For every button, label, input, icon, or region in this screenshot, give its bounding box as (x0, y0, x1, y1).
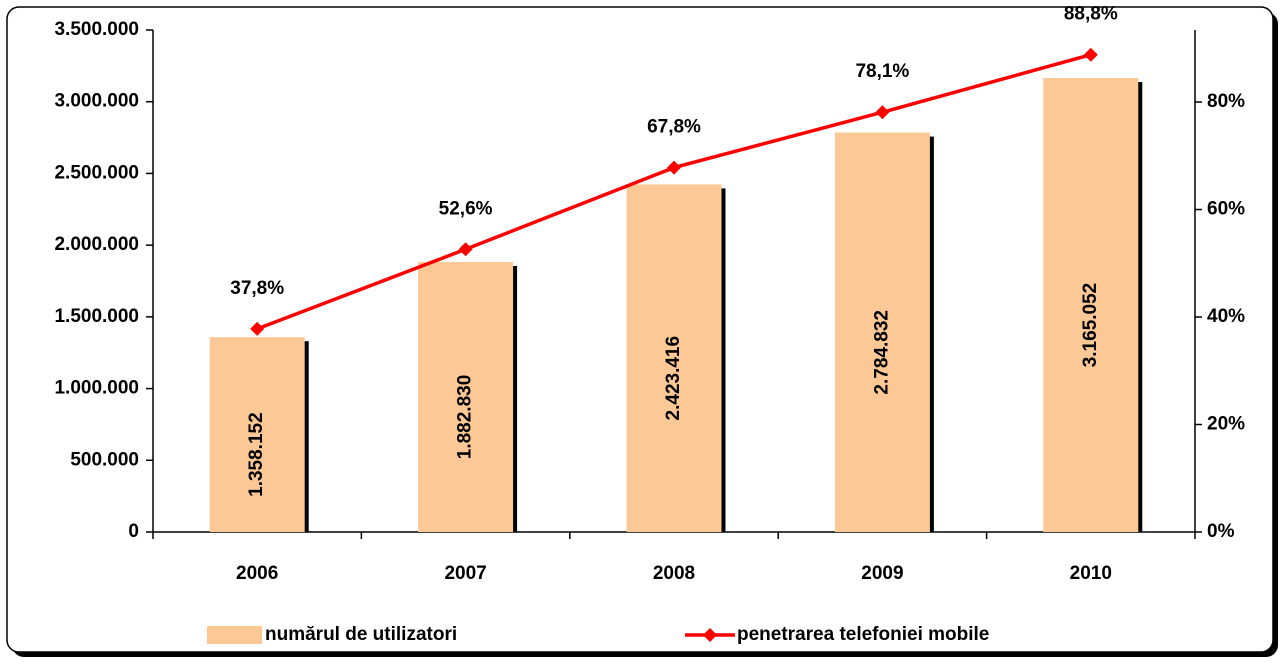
legend-marker (703, 628, 717, 642)
bar-value-label: 2.784.832 (871, 310, 892, 395)
line-value-label: 67,8% (647, 117, 701, 138)
bar-value-label: 1.358.152 (246, 412, 267, 497)
line-marker (1083, 47, 1098, 62)
bar (209, 337, 305, 532)
y-tick-label: 3.500.000 (54, 19, 139, 40)
bar (418, 261, 514, 532)
y-tick-label: 1.500.000 (54, 306, 139, 327)
x-tick-label: 2009 (861, 563, 903, 584)
y-tick-label: 500.000 (70, 449, 139, 470)
line-value-label: 37,8% (230, 278, 284, 299)
bar (626, 184, 722, 532)
line-marker (875, 105, 890, 120)
x-tick-label: 2006 (236, 563, 278, 584)
y-tick-label: 0 (128, 521, 139, 542)
x-tick-label: 2007 (444, 563, 486, 584)
line-value-label: 78,1% (855, 61, 909, 82)
x-tick-label: 2010 (1070, 563, 1112, 584)
y-tick-label: 3.000.000 (54, 91, 139, 112)
y-tick-label: 2.500.000 (54, 162, 139, 183)
line-marker (458, 242, 473, 257)
legend-label: numărul de utilizatori (265, 624, 457, 645)
bar-value-label: 1.882.830 (455, 375, 476, 460)
bar (834, 132, 930, 532)
line-marker (667, 160, 681, 175)
bar-value-label: 3.165.052 (1080, 283, 1101, 368)
line-value-label: 52,6% (439, 198, 493, 219)
line-value-label: 88,8% (1064, 4, 1118, 25)
y-tick-label: 2.000.000 (54, 234, 139, 255)
line-marker (250, 321, 265, 336)
y2-tick-label: 60% (1207, 199, 1245, 220)
y-tick-label: 1.000.000 (54, 378, 139, 399)
bar-value-label: 2.423.416 (663, 336, 684, 421)
y2-tick-label: 20% (1207, 414, 1245, 435)
bar (1043, 78, 1139, 533)
legend-swatch (207, 626, 262, 644)
x-tick-label: 2008 (653, 563, 695, 584)
y2-tick-label: 80% (1207, 91, 1245, 112)
y2-tick-label: 40% (1207, 306, 1245, 327)
y2-tick-label: 0% (1207, 521, 1235, 542)
legend-label: penetrarea telefoniei mobile (737, 624, 989, 645)
